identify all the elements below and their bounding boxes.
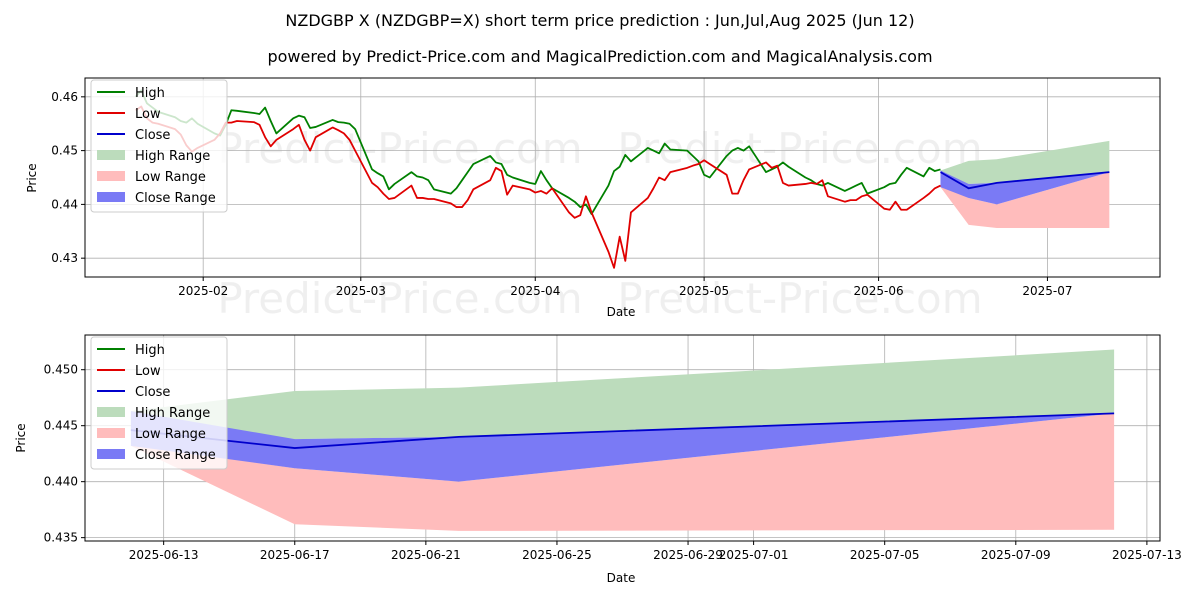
y-tick-label: 0.440: [44, 475, 78, 489]
x-tick-label: 2025-07-13: [1112, 548, 1182, 562]
low-series-line: [135, 105, 941, 269]
y-tick-label: 0.445: [44, 419, 78, 433]
bottom-legend: High Low Close High Range Low Range Close Ran…: [90, 336, 228, 470]
top-xlabel: Date: [607, 305, 636, 319]
y-tick-label: 0.44: [51, 197, 78, 211]
legend-swatch-high-range: [97, 407, 125, 417]
bottom-ylabel: Price: [14, 423, 28, 452]
legend-label-low: Low: [135, 364, 161, 379]
high-series-line: [134, 89, 941, 215]
x-tick-label: 2025-06-13: [129, 548, 199, 562]
high-range-band: [940, 140, 1110, 184]
x-tick-label: 2025-06-21: [391, 548, 461, 562]
watermark: Predict-Price.com: [617, 124, 982, 173]
x-tick-label: 2025-04: [510, 284, 560, 298]
legend-swatch-high-range: [97, 150, 125, 160]
low-range-band: [130, 413, 1115, 531]
bottom-xlabel: Date: [607, 571, 636, 585]
chart-title: NZDGBP X (NZDGBP=X) short term price pre…: [285, 11, 914, 30]
x-tick-label: 2025-06: [854, 284, 904, 298]
watermark: Predict-Price.com: [617, 274, 982, 323]
y-tick-label: 0.450: [44, 363, 78, 377]
top-ylabel: Price: [25, 163, 39, 192]
x-tick-label: 2025-06-17: [260, 548, 330, 562]
x-tick-label: 2025-06-29: [653, 548, 723, 562]
legend-label-low-range: Low Range: [135, 170, 206, 185]
legend-label-close-range: Close Range: [135, 191, 216, 206]
legend-label-close: Close: [135, 385, 170, 400]
legend-label-high-range: High Range: [135, 406, 210, 421]
close-range-band: [130, 411, 1115, 482]
low-range-band: [940, 172, 1110, 229]
legend-label-close-range: Close Range: [135, 448, 216, 463]
legend-swatch-close-range: [97, 449, 125, 459]
y-tick-label: 0.435: [44, 531, 78, 545]
watermark: Predict-Price.com: [217, 124, 582, 173]
legend-label-close: Close: [135, 128, 170, 143]
bottom-plot-area: [130, 349, 1115, 531]
x-tick-label: 2025-06-25: [522, 548, 592, 562]
top-legend: High Low Close High Range Low Range Close Ran…: [90, 79, 228, 213]
y-tick-label: 0.46: [51, 90, 78, 104]
top-ticks: 2025-02 2025-03 2025-04 2025-05 2025-06 2025-…: [51, 90, 1072, 298]
x-tick-label: 2025-07-01: [719, 548, 789, 562]
legend-label-low: Low: [135, 107, 161, 122]
x-tick-label: 2025-07: [1022, 284, 1072, 298]
x-tick-label: 2025-05: [679, 284, 729, 298]
legend-label-high: High: [135, 86, 165, 101]
close-range-band: [940, 170, 1110, 205]
chart-subtitle: powered by Predict-Price.com and Magical…: [267, 47, 932, 66]
x-tick-label: 2025-02: [178, 284, 228, 298]
legend-label-high-range: High Range: [135, 149, 210, 164]
x-tick-label: 2025-07-09: [981, 548, 1051, 562]
bottom-ticks: 2025-06-13 2025-06-17 2025-06-21 2025-06-25…: [44, 363, 1182, 562]
top-panel: Predict-Price.com Predict-Price.com Pred…: [25, 77, 1161, 323]
y-tick-label: 0.43: [51, 251, 78, 265]
legend-swatch-low-range: [97, 171, 125, 181]
legend-label-high: High: [135, 343, 165, 358]
bottom-axes-frame: [84, 334, 1161, 542]
watermark: Predict-Price.com: [217, 274, 582, 323]
high-range-band: [130, 349, 1115, 443]
legend-swatch-close-range: [97, 192, 125, 202]
legend-swatch-low-range: [97, 428, 125, 438]
legend-label-low-range: Low Range: [135, 427, 206, 442]
x-tick-label: 2025-07-05: [850, 548, 920, 562]
forecast-close-line: [940, 171, 1110, 190]
y-tick-label: 0.45: [51, 144, 78, 158]
top-axes-frame: [84, 77, 1161, 278]
x-tick-label: 2025-03: [336, 284, 386, 298]
bottom-panel: Predict-Price.com Predict-Price.com 2025…: [14, 334, 1182, 585]
top-plot-area: [134, 89, 1110, 269]
